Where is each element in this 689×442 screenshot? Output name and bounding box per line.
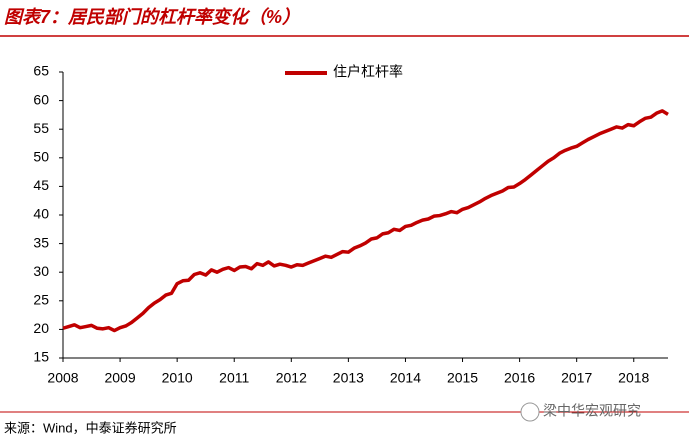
y-tick-label: 20 [33, 320, 49, 336]
x-tick-label: 2008 [47, 370, 78, 386]
x-tick-label: 2015 [447, 370, 478, 386]
y-tick-label: 65 [33, 63, 49, 79]
legend-label: 住户杠杆率 [333, 64, 403, 80]
x-tick-label: 2013 [333, 370, 364, 386]
chart-title: 图表7：居民部门的杠杆率变化（%） [4, 7, 300, 27]
y-tick-label: 35 [33, 234, 49, 250]
watermark: 梁中华宏观研究 [543, 403, 641, 419]
y-tick-label: 50 [33, 149, 49, 165]
y-tick-label: 60 [33, 91, 49, 107]
y-tick-label: 55 [33, 120, 49, 136]
x-tick-label: 2011 [219, 370, 249, 386]
x-tick-label: 2017 [561, 370, 592, 386]
y-tick-label: 25 [33, 292, 49, 308]
x-tick-label: 2018 [618, 370, 649, 386]
y-tick-label: 40 [33, 206, 49, 222]
x-tick-label: 2009 [104, 370, 135, 386]
y-tick-label: 15 [33, 349, 49, 365]
watermark-icon [520, 402, 540, 422]
y-tick-label: 30 [33, 263, 49, 279]
x-tick-label: 2010 [162, 370, 193, 386]
x-tick-label: 2016 [504, 370, 535, 386]
source: 来源：Wind，中泰证券研究所 [4, 420, 177, 435]
y-tick-label: 45 [33, 177, 49, 193]
series-line [62, 109, 669, 333]
x-tick-label: 2014 [390, 370, 421, 386]
x-tick-label: 2012 [276, 370, 307, 386]
